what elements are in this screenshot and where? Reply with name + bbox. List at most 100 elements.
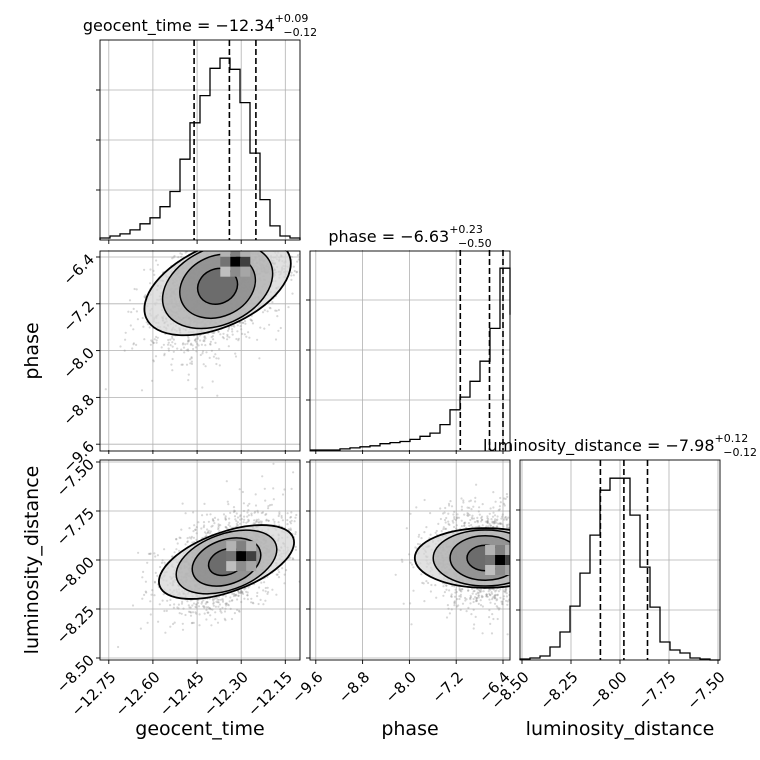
scatter-point — [261, 475, 264, 478]
scatter-point — [187, 379, 190, 382]
scatter-point — [242, 521, 245, 524]
scatter-point — [223, 610, 227, 613]
scatter-point — [190, 356, 193, 359]
scatter-point — [463, 513, 466, 516]
scatter-point — [492, 521, 495, 524]
scatter-point — [305, 262, 307, 264]
scatter-point — [195, 606, 198, 609]
scatter-point — [305, 258, 307, 260]
scatter-point — [239, 514, 242, 517]
scatter-point — [212, 601, 215, 604]
scatter-point — [208, 356, 211, 359]
scatter-point — [149, 600, 152, 603]
scatter-point — [182, 607, 185, 610]
scatter-point — [130, 311, 133, 314]
scatter-point — [503, 518, 506, 521]
scatter-point — [209, 614, 212, 617]
scatter-point — [239, 591, 242, 594]
scatter-point — [453, 602, 456, 605]
scatter-point — [259, 598, 262, 602]
density-peak-cell — [246, 551, 257, 562]
scatter-point — [303, 261, 305, 263]
scatter-point — [211, 519, 215, 522]
scatter-point — [186, 342, 189, 345]
scatter-point — [242, 509, 246, 513]
scatter-point — [233, 325, 236, 328]
scatter-point — [222, 513, 226, 516]
scatter-point — [529, 533, 531, 535]
scatter-point — [235, 337, 238, 341]
scatter-point — [239, 591, 242, 595]
geocent-time-xticks: −12.75−12.60−12.45−12.30−12.15 — [68, 660, 296, 720]
scatter-point — [124, 331, 127, 334]
scatter-point — [189, 611, 193, 614]
density-peak-cell — [246, 541, 257, 552]
scatter-point — [488, 512, 491, 515]
scatter-point — [267, 505, 270, 508]
phase-title-prefix: phase = — [328, 227, 400, 246]
scatter-point — [150, 593, 153, 596]
scatter-point — [229, 596, 232, 599]
scatter-point — [471, 514, 474, 517]
scatter-point — [156, 336, 159, 339]
scatter-point — [254, 522, 257, 525]
scatter-point — [155, 259, 158, 262]
scatter-point — [203, 605, 206, 608]
scatter-point — [273, 520, 276, 524]
scatter-point — [495, 599, 498, 602]
scatter-point — [525, 567, 527, 569]
scatter-point — [217, 528, 220, 531]
scatter-point — [272, 462, 275, 465]
scatter-point — [192, 621, 195, 625]
scatter-point — [231, 328, 234, 331]
scatter-point — [227, 604, 230, 607]
scatter-point — [278, 571, 281, 574]
scatter-point — [226, 335, 229, 338]
scatter-point — [225, 604, 228, 607]
scatter-point — [157, 620, 160, 623]
scatter-point — [205, 608, 208, 612]
scatter-point — [198, 613, 201, 616]
scatter-point — [254, 493, 257, 496]
scatter-point — [530, 537, 532, 539]
scatter-point — [236, 324, 239, 327]
scatter-point — [453, 600, 456, 603]
scatter-point — [289, 527, 292, 530]
scatter-point — [234, 518, 237, 521]
scatter-point — [529, 578, 531, 580]
scatter-point — [260, 520, 263, 523]
scatter-point — [485, 525, 488, 528]
scatter-point — [119, 345, 122, 348]
scatter-point — [241, 321, 244, 324]
scatter-point — [405, 527, 408, 530]
scatter-point — [184, 512, 187, 515]
scatter-point — [316, 266, 318, 268]
scatter-point — [143, 338, 146, 341]
scatter-point — [215, 362, 218, 366]
scatter-point — [191, 621, 194, 625]
scatter-point — [189, 614, 193, 617]
scatter-point — [240, 517, 243, 521]
scatter-point — [175, 548, 178, 551]
scatter-point — [233, 515, 237, 518]
scatter-point — [412, 589, 415, 592]
scatter-point — [267, 507, 270, 510]
scatter-point — [217, 524, 220, 528]
geocent-time-quantile-lines — [193, 40, 257, 240]
scatter-point — [170, 363, 173, 366]
y-tick-label: −8.25 — [53, 602, 98, 647]
scatter-point — [224, 595, 227, 598]
scatter-point — [205, 535, 208, 538]
scatter-point — [156, 554, 159, 557]
scatter-point — [128, 299, 132, 302]
scatter-point — [225, 480, 228, 483]
scatter-point — [151, 340, 154, 343]
scatter-point — [207, 611, 210, 614]
density-peak-cell — [220, 251, 231, 257]
scatter-point — [156, 263, 159, 266]
scatter-point — [225, 527, 228, 530]
scatter-point — [180, 255, 183, 258]
scatter-point — [505, 517, 508, 521]
scatter-point — [194, 605, 197, 609]
scatter-point — [245, 590, 248, 593]
